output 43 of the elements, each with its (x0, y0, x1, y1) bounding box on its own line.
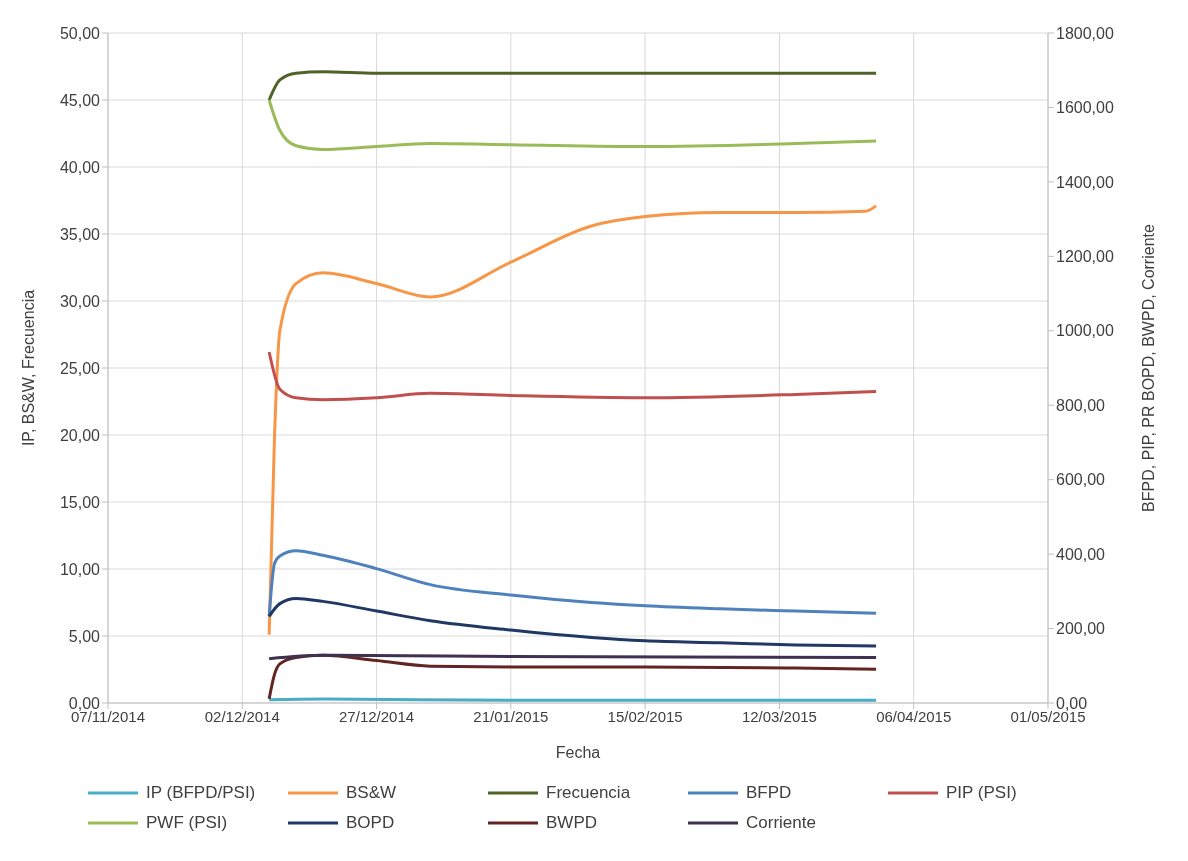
legend-label: BWPD (546, 813, 597, 833)
legend-label: Corriente (746, 813, 816, 833)
y2-tick-label: 1800,00 (1056, 24, 1114, 42)
line-series (267, 596, 878, 648)
y-tick-label: 35,00 (59, 225, 101, 243)
y2-tick-label: 600,00 (1056, 471, 1106, 489)
x-tick-label: 21/01/2015 (473, 707, 549, 725)
y-tick-label: 25,00 (59, 359, 101, 377)
x-tick-label: 12/03/2015 (741, 707, 817, 725)
y2-tick-label: 400,00 (1056, 545, 1106, 563)
y-tick-label: 20,00 (59, 426, 101, 444)
y2-tick-label: 1200,00 (1056, 248, 1114, 266)
legend-label: BS&W (346, 783, 397, 803)
y-axis-title: IP, BS&W, Frecuencia (19, 289, 37, 447)
x-tick-label: 06/04/2015 (876, 707, 952, 725)
y2-tick-label: 800,00 (1056, 396, 1106, 414)
line-series (267, 350, 878, 402)
y2-axis-title: BFPD, PIP, PR BOPD, BWPD, Corriente (1139, 224, 1157, 512)
x-tick-label: 15/02/2015 (607, 707, 683, 725)
line-series (267, 98, 878, 152)
legend-label: BFPD (746, 783, 792, 803)
legend-label: Frecuencia (546, 783, 631, 803)
y-tick-label: 30,00 (59, 292, 101, 310)
x-axis-title: Fecha (555, 744, 601, 761)
y2-tick-label: 200,00 (1056, 620, 1106, 638)
legend-label: BOPD (346, 813, 395, 833)
legend-label: PWF (PSI) (146, 813, 228, 833)
y-tick-label: 5,00 (68, 627, 101, 645)
legend-label: IP (BFPD/PSI) (146, 783, 256, 803)
y-tick-label: 45,00 (59, 91, 101, 109)
y-tick-label: 50,00 (59, 24, 101, 42)
line-series (267, 70, 878, 102)
x-tick-label: 27/12/2014 (339, 707, 415, 725)
y2-tick-label: 1000,00 (1056, 322, 1114, 340)
line-series (267, 549, 878, 618)
y-tick-label: 15,00 (59, 493, 101, 511)
y2-tick-label: 1400,00 (1056, 173, 1114, 191)
y-tick-label: 10,00 (59, 560, 101, 578)
legend-label: PIP (PSI) (946, 783, 1017, 803)
y2-tick-label: 1600,00 (1056, 99, 1114, 117)
line-series (267, 204, 878, 637)
y-tick-label: 40,00 (59, 158, 101, 176)
x-tick-label: 02/12/2014 (204, 707, 280, 725)
